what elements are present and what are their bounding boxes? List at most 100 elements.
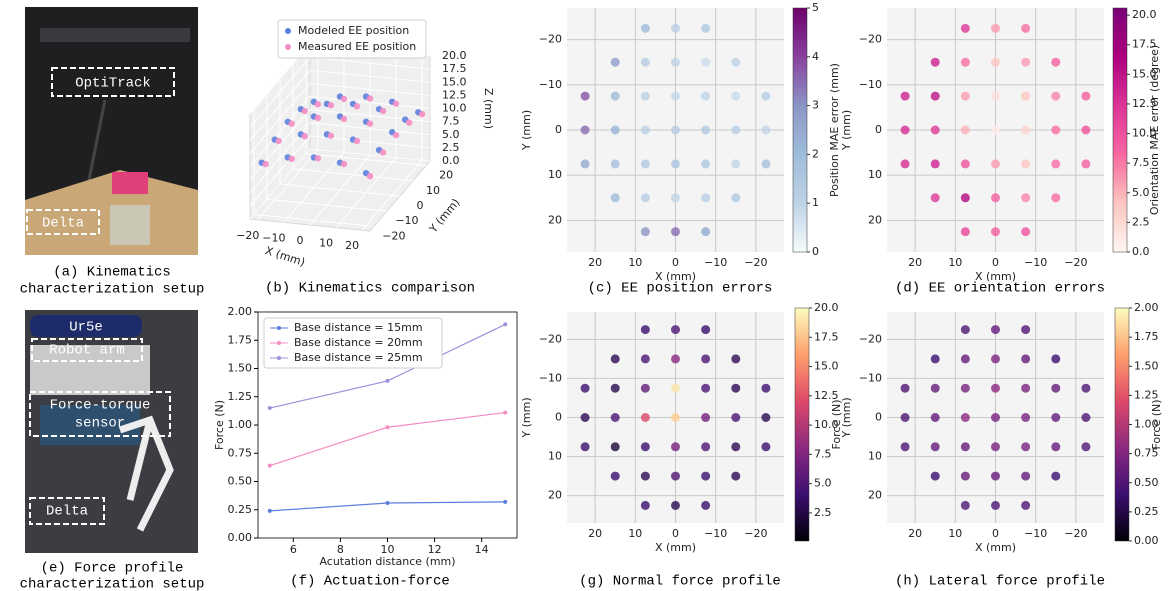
x-axis-label: X (mm) [655,270,696,283]
grid-line [253,213,374,227]
colorbar-tick-label: 1.00 [1134,418,1159,431]
y-tick-label: 1.75 [228,333,253,346]
point [418,110,426,118]
point [930,159,940,169]
point [900,383,910,393]
point [580,91,590,101]
point [930,413,940,422]
point [991,159,1000,169]
marker-plate [112,172,148,194]
point [761,442,771,452]
point [1051,354,1061,364]
point [991,471,1000,481]
colorbar-tick-label: 10.0 [1132,127,1157,140]
colorbar-tick-label: 5.0 [814,477,832,490]
y-axis-label: Y (mm) [840,110,853,151]
point [960,125,970,135]
point [1021,23,1031,33]
point [671,159,680,169]
legend-label: Modeled EE position [298,24,409,37]
colorbar [1114,307,1130,542]
point [640,354,650,364]
colorbar [794,307,810,542]
y-axis-label: Y (mm) [840,397,853,438]
y-tick-label: −10 [395,214,418,227]
point [671,325,680,335]
point [640,325,650,335]
z-tick-label: 2.5 [442,141,460,154]
colorbar-label: Force (N) [1150,399,1163,449]
point [610,413,620,422]
point [701,354,711,364]
caption: (e) Force profile [41,561,184,577]
point [1051,193,1061,203]
point [640,500,650,510]
x-axis-label: X (mm) [975,270,1016,283]
y-tick-label: 1.50 [228,362,253,375]
caption: (h) Lateral force profile [895,574,1105,590]
x-axis-label: Acutation distance (mm) [319,555,455,568]
grid-line [292,168,414,182]
colorbar-tick-label: 5.0 [1132,186,1150,199]
point [991,125,1000,135]
grid-line [266,198,388,212]
point [960,500,970,510]
point [366,172,374,180]
photo-label: Force-torque [50,398,151,414]
point [640,413,650,422]
legend-marker [285,28,291,34]
point [1081,91,1091,101]
colorbar-tick-label: 1.50 [1134,359,1159,372]
point [701,57,711,67]
caption: (c) EE position errors [588,281,773,297]
y-tick-label: −20 [539,332,562,345]
point [1021,125,1031,135]
colorbar-tick-label: 2.00 [1134,301,1159,314]
point [340,115,348,123]
point [960,193,970,203]
point [1081,413,1091,422]
colorbar-tick-label: 2 [812,147,819,160]
point [610,193,620,203]
y-tick-label: −10 [859,78,882,91]
colorbar-tick-label: 0.00 [1134,534,1159,547]
x-tick-label: 10 [628,527,642,540]
point [1081,125,1091,135]
grid-line [249,109,311,180]
colorbar-tick-label: 15.0 [814,360,839,373]
photo-kinematics: OptiTrack Delta (a) Kinematics character… [20,7,204,298]
point [960,57,970,67]
x-tick-label: 0 [297,234,304,247]
y-tick-label: 2.00 [228,305,253,318]
x-tick-label: −20 [744,256,767,269]
point [379,149,387,156]
point [1021,500,1031,510]
photo-label: Ur5e [69,320,103,336]
y-axis-label: Force (N) [213,400,226,450]
point [991,57,1000,67]
x-tick-label: 20 [908,256,922,269]
point [761,413,771,422]
point [1021,91,1031,101]
point [610,471,620,481]
y-tick-label: 0 [875,411,882,424]
x-tick-label: 12 [428,543,442,556]
point [1081,159,1091,169]
point [991,354,1000,364]
point [366,120,374,127]
point [930,91,940,101]
legend-label: Measured EE position [298,40,416,53]
z-tick-label: 5.0 [442,128,460,141]
point [761,91,771,101]
point [340,160,348,168]
point [731,471,741,481]
point [900,413,910,422]
point [671,23,680,33]
y-tick-label: 20 [439,169,453,182]
point [761,159,771,169]
point [1081,442,1091,452]
point [991,442,1000,452]
colorbar [792,7,808,253]
point [701,325,711,335]
